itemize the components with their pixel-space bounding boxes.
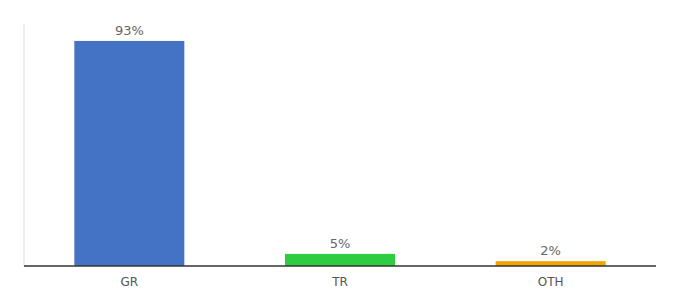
data-label: 93%	[115, 23, 144, 38]
x-tick-label: TR	[331, 275, 348, 289]
data-label: 2%	[540, 243, 561, 258]
data-labels: 93% 5% 2%	[115, 23, 561, 258]
x-tick-label: OTH	[538, 275, 564, 289]
chart-container: 93% 5% 2% GR TR OTH	[0, 0, 680, 300]
x-tick-label: GR	[121, 275, 139, 289]
x-axis-line	[24, 265, 656, 267]
bar	[285, 254, 395, 266]
value-axis-line	[24, 24, 25, 266]
x-tick-labels: GR TR OTH	[121, 275, 564, 289]
bars	[74, 41, 605, 266]
data-label: 5%	[330, 236, 351, 251]
bar	[74, 41, 184, 266]
chart: 93% 5% 2% GR TR OTH	[0, 0, 680, 300]
